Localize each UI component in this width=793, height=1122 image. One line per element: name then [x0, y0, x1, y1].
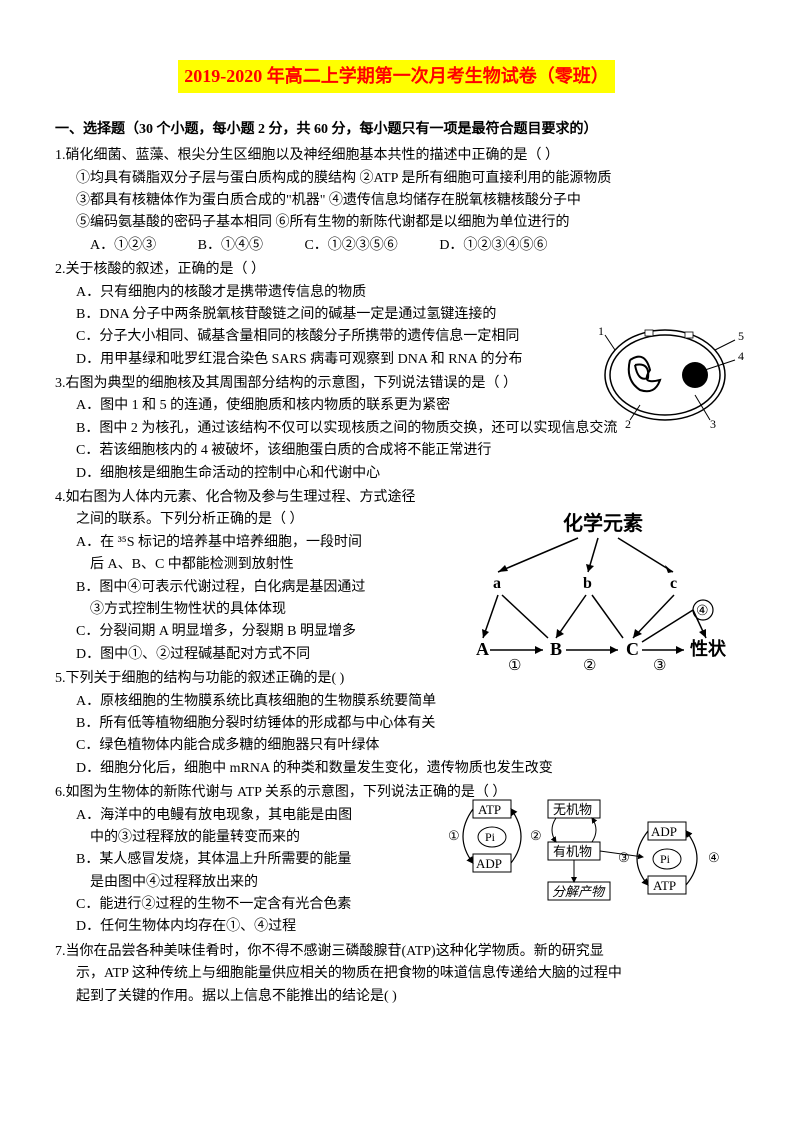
atp-diagram: ATP Pi ADP ① ② 无机物 有机物 分解产物 ADP Pi ATP ③… [448, 792, 733, 907]
q2-stem: 2.关于核酸的叙述，正确的是（ ） [55, 259, 738, 281]
q2-opt-a: A．只有细胞内的核酸才是携带遗传信息的物质 [55, 282, 738, 304]
atp-n1: ① [448, 828, 460, 843]
chem-c: c [670, 575, 677, 592]
cell-label-5: 5 [738, 329, 744, 343]
cell-label-1: 1 [598, 324, 604, 338]
q5-opt-b: B．所有低等植物细胞分裂时纺锤体的形成都与中心体有关 [55, 713, 738, 735]
q6-opt-d: D．任何生物体内均存在①、④过程 [55, 916, 738, 938]
atp-youji: 有机物 [553, 844, 592, 859]
q5-opt-a: A．原核细胞的生物膜系统比真核细胞的生物膜系统要简单 [55, 691, 738, 713]
chem-C: C [626, 639, 639, 659]
q7-l1: 7.当你在品尝各种美味佳肴时，你不得不感谢三磷酸腺苷(ATP)这种化学物质。新的… [55, 941, 738, 963]
atp-left-pi: Pi [485, 830, 496, 844]
chem-B: B [550, 639, 562, 659]
chem-title: 化学元素 [563, 511, 643, 535]
atp-fenjie: 分解产物 [552, 884, 606, 899]
q5-opt-d: D．细胞分化后，细胞中 mRNA 的种类和数量发生变化，遗传物质也发生改变 [55, 758, 738, 780]
q1-line1: ①均具有磷脂双分子层与蛋白质构成的膜结构 ②ATP 是所有细胞可直接利用的能源物… [55, 168, 738, 190]
chem-A: A [476, 639, 489, 659]
q7-l3: 起到了关键的作用。据以上信息不能推出的结论是( ) [55, 986, 738, 1008]
q1-line2: ③都具有核糖体作为蛋白质合成的"机器" ④遗传信息均储存在脱氧核糖核酸分子中 [55, 190, 738, 212]
cell-label-4: 4 [738, 349, 744, 363]
chem-arrow3: ③ [653, 658, 666, 674]
q3-opt-c: C．若该细胞核内的 4 被破坏，该细胞蛋白质的合成将不能正常进行 [55, 440, 738, 462]
chem-a: a [493, 575, 501, 592]
chem-arrow1: ① [508, 658, 521, 674]
atp-wuji: 无机物 [553, 802, 592, 817]
q1-opt-b: B．①④⑤ [198, 235, 263, 257]
q7-l2: 示，ATP 这种传统上与细胞能量供应相关的物质在把食物的味道信息传递给大脑的过程… [55, 963, 738, 985]
q5-opt-c: C．绿色植物体内能合成多糖的细胞器只有叶绿体 [55, 735, 738, 757]
cell-label-3: 3 [710, 417, 716, 430]
chemical-elements-diagram: 化学元素 a b c A B C 性状 ① ② ③ ④ [458, 510, 738, 690]
cell-label-2: 2 [625, 417, 631, 430]
chem-b: b [583, 575, 592, 592]
question-1: 1.硝化细菌、蓝藻、根尖分生区细胞以及神经细胞基本共性的描述中正确的是（ ） ①… [55, 145, 738, 257]
atp-right-adp: ADP [651, 824, 677, 839]
cell-nucleus-diagram: 1 2 3 4 5 [590, 320, 745, 430]
atp-n4: ④ [708, 850, 720, 865]
atp-right-atp: ATP [653, 878, 676, 893]
atp-right-pi: Pi [660, 852, 671, 866]
q1-opt-a: A．①②③ [90, 235, 156, 257]
atp-left-adp: ADP [476, 856, 502, 871]
atp-n3: ③ [618, 850, 630, 865]
question-7: 7.当你在品尝各种美味佳肴时，你不得不感谢三磷酸腺苷(ATP)这种化学物质。新的… [55, 941, 738, 1008]
q3-opt-d: D．细胞核是细胞生命活动的控制中心和代谢中心 [55, 463, 738, 485]
section-1-header: 一、选择题（30 个小题，每小题 2 分，共 60 分，每小题只有一项是最符合题… [55, 119, 738, 141]
chem-arrow4: ④ [696, 604, 709, 619]
exam-title: 2019-2020 年高二上学期第一次月考生物试卷（零班） [178, 60, 615, 93]
chem-arrow2: ② [583, 658, 596, 674]
q4-stem: 4.如右图为人体内元素、化合物及参与生理过程、方式途径 [55, 487, 738, 509]
chem-trait: 性状 [690, 638, 727, 659]
q1-line3: ⑤编码氨基酸的密码子基本相同 ⑥所有生物的新陈代谢都是以细胞为单位进行的 [55, 212, 738, 234]
q1-opt-d: D．①②③④⑤⑥ [439, 235, 547, 257]
q1-opt-c: C．①②③⑤⑥ [304, 235, 397, 257]
atp-left-atp: ATP [478, 802, 501, 817]
atp-n2: ② [530, 828, 542, 843]
q1-stem: 1.硝化细菌、蓝藻、根尖分生区细胞以及神经细胞基本共性的描述中正确的是（ ） [55, 145, 738, 167]
